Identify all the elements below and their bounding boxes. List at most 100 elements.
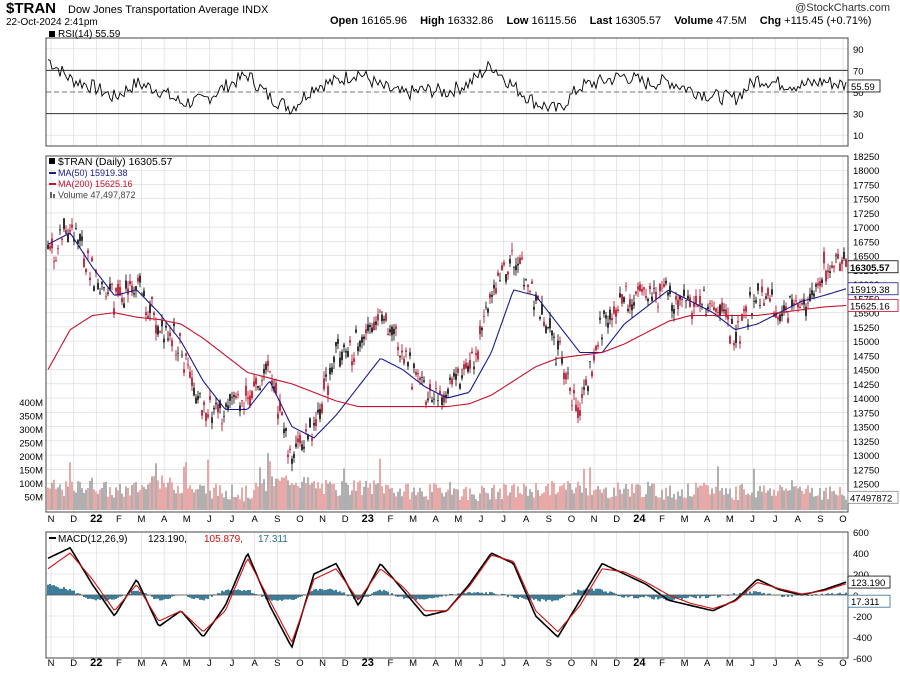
price-candle-body xyxy=(367,324,369,331)
price-candle-body xyxy=(343,344,345,348)
volume-bar xyxy=(799,486,801,510)
x-tick-label: M xyxy=(409,658,417,669)
macd-histogram-bar xyxy=(531,595,533,599)
macd-histogram-bar xyxy=(435,595,437,598)
price-candle-body xyxy=(489,294,491,298)
macd-histogram-bar xyxy=(433,595,435,598)
x-tick-label: J xyxy=(501,658,506,669)
volume-bar xyxy=(443,496,445,510)
price-candle-body xyxy=(267,360,269,367)
price-candle-body xyxy=(777,317,779,320)
macd-histogram-bar xyxy=(415,595,417,601)
macd-histogram-bar xyxy=(755,591,757,595)
volume-legend-swatch xyxy=(53,194,55,198)
volume-bar xyxy=(473,494,475,510)
volume-bar xyxy=(449,481,451,510)
volume-bar xyxy=(713,493,715,510)
price-candle-body xyxy=(275,382,277,394)
volume-bar xyxy=(179,493,181,510)
macd-histogram-bar xyxy=(199,595,201,600)
volume-bar xyxy=(513,483,515,510)
price-candle-body xyxy=(731,318,733,324)
volume-bar xyxy=(389,488,391,510)
macd-histogram-bar xyxy=(595,588,597,595)
price-candle-body xyxy=(79,233,81,241)
price-candle-body xyxy=(311,438,313,441)
macd-histogram-bar xyxy=(333,590,335,595)
rsi-line xyxy=(47,59,847,116)
x-tick-label: N xyxy=(319,658,326,669)
volume-bar xyxy=(637,484,639,510)
volume-bar xyxy=(375,484,377,510)
volume-bar xyxy=(325,479,327,510)
volume-bar xyxy=(377,482,379,510)
price-candle-body xyxy=(203,402,205,405)
volume-bar xyxy=(493,484,495,510)
price-candle-body xyxy=(443,394,445,403)
volume-bar xyxy=(255,482,257,510)
volume-bar xyxy=(735,486,737,510)
price-candle-body xyxy=(453,372,455,377)
volume-bar xyxy=(81,488,83,510)
price-candle-body xyxy=(341,351,343,361)
x-tick-label: A xyxy=(795,514,802,525)
volume-bar xyxy=(543,492,545,510)
volume-bar xyxy=(617,482,619,510)
price-candle-body xyxy=(711,305,713,307)
price-candle-body xyxy=(629,299,631,308)
volume-bar xyxy=(557,492,559,510)
price-candle-body xyxy=(389,329,391,333)
volume-bar xyxy=(135,482,137,510)
volume-bar xyxy=(475,499,477,510)
volume-bar xyxy=(781,487,783,510)
volume-bar xyxy=(205,493,207,510)
volume-bar xyxy=(241,487,243,510)
macd-histogram-bar xyxy=(743,594,745,595)
volume-bar xyxy=(421,491,423,510)
volume-bar xyxy=(659,497,661,510)
price-candle-body xyxy=(503,262,505,265)
price-candle-body xyxy=(531,281,533,284)
price-candle-body xyxy=(243,408,245,410)
price-candle-body xyxy=(435,388,437,389)
volume-bar xyxy=(199,484,201,510)
volume-bar xyxy=(773,489,775,510)
price-candle-body xyxy=(493,284,495,289)
volume-bar xyxy=(529,489,531,510)
volume-bar xyxy=(193,492,195,510)
price-candle-body xyxy=(171,340,173,347)
price-candle-body xyxy=(77,240,79,244)
price-candle-body xyxy=(319,408,321,419)
exchange: INDX xyxy=(242,4,269,16)
volume-bar xyxy=(775,495,777,510)
macd-histogram-bar xyxy=(95,595,97,601)
macd-histogram-bar xyxy=(135,590,137,595)
volume-bar xyxy=(433,483,435,510)
volume-bar xyxy=(535,483,537,510)
macd-histogram-bar xyxy=(107,595,109,601)
macd-histogram-bar xyxy=(227,589,229,595)
price-candle-body xyxy=(513,266,515,268)
macd-histogram-bar xyxy=(397,595,399,597)
price-candle-body xyxy=(475,353,477,356)
macd-y-tick: -200 xyxy=(853,612,872,623)
macd-histogram-bar xyxy=(321,589,323,595)
macd-histogram-bar xyxy=(437,595,439,598)
price-legend-swatch xyxy=(49,158,55,164)
volume-bar xyxy=(427,499,429,510)
price-candle-body xyxy=(505,274,507,282)
volume-bar xyxy=(785,488,787,510)
volume-bar xyxy=(553,482,555,510)
macd-histogram-bar xyxy=(427,595,429,599)
volume-bar xyxy=(829,486,831,510)
volume-bar xyxy=(711,488,713,510)
price-candle-body xyxy=(755,300,757,303)
macd-histogram-bar xyxy=(667,595,669,599)
x-tick-label: O xyxy=(839,514,846,525)
volume-bar xyxy=(99,489,101,510)
price-candle-body xyxy=(165,325,167,328)
price-candle-body xyxy=(329,367,331,375)
volume-bar xyxy=(409,499,411,510)
price-candle-body xyxy=(335,341,337,347)
price-candle-body xyxy=(147,315,149,318)
